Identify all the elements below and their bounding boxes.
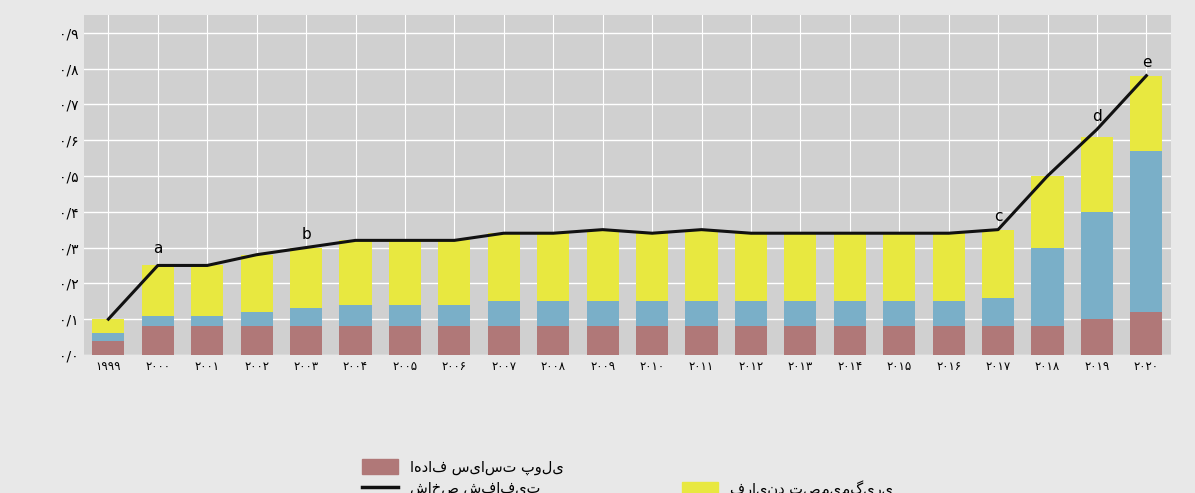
Bar bbox=[1031, 247, 1064, 326]
Text: d: d bbox=[1092, 109, 1102, 124]
Bar bbox=[290, 309, 323, 326]
Bar bbox=[883, 326, 915, 355]
Bar bbox=[191, 316, 223, 326]
Bar bbox=[92, 319, 124, 333]
Bar bbox=[240, 255, 272, 312]
Bar bbox=[92, 333, 124, 341]
Bar bbox=[1130, 151, 1163, 312]
Text: a: a bbox=[153, 242, 163, 256]
Bar bbox=[388, 326, 421, 355]
Bar bbox=[191, 265, 223, 316]
Bar bbox=[932, 233, 964, 301]
Bar bbox=[439, 326, 471, 355]
Bar bbox=[686, 230, 717, 301]
Bar bbox=[142, 265, 173, 316]
Bar bbox=[883, 301, 915, 326]
Bar bbox=[290, 326, 323, 355]
Bar bbox=[240, 326, 272, 355]
Bar bbox=[636, 326, 668, 355]
Bar bbox=[982, 326, 1015, 355]
Bar bbox=[538, 233, 569, 301]
Bar bbox=[784, 326, 816, 355]
Bar bbox=[932, 326, 964, 355]
Bar bbox=[538, 301, 569, 326]
Bar bbox=[488, 233, 520, 301]
Bar bbox=[1081, 211, 1113, 319]
Text: b: b bbox=[301, 227, 311, 242]
Legend: اهداف سیاست پولی, شاخص شفافیت, پیش‌بینی و تحلیل سیاستی, , فرایند تصمیم‌گیری: اهداف سیاست پولی, شاخص شفافیت, پیش‌بینی … bbox=[362, 459, 893, 493]
Bar bbox=[538, 326, 569, 355]
Bar bbox=[1081, 137, 1113, 211]
Bar bbox=[488, 326, 520, 355]
Bar bbox=[439, 241, 471, 305]
Bar bbox=[240, 312, 272, 326]
Text: e: e bbox=[1141, 55, 1151, 70]
Bar bbox=[388, 241, 421, 305]
Bar bbox=[587, 301, 619, 326]
Bar bbox=[1081, 319, 1113, 355]
Bar bbox=[636, 301, 668, 326]
Bar bbox=[1031, 176, 1064, 247]
Bar bbox=[735, 326, 767, 355]
Text: c: c bbox=[994, 209, 1003, 224]
Bar bbox=[735, 233, 767, 301]
Bar bbox=[982, 230, 1015, 298]
Bar bbox=[92, 341, 124, 355]
Bar bbox=[339, 326, 372, 355]
Bar bbox=[834, 233, 866, 301]
Bar bbox=[735, 301, 767, 326]
Bar bbox=[784, 301, 816, 326]
Bar bbox=[1031, 326, 1064, 355]
Bar bbox=[290, 247, 323, 309]
Bar bbox=[339, 305, 372, 326]
Bar bbox=[339, 241, 372, 305]
Bar bbox=[686, 326, 717, 355]
Bar bbox=[686, 301, 717, 326]
Bar bbox=[388, 305, 421, 326]
Bar bbox=[636, 233, 668, 301]
Bar bbox=[982, 298, 1015, 326]
Bar bbox=[834, 301, 866, 326]
Bar bbox=[834, 326, 866, 355]
Bar bbox=[1130, 75, 1163, 151]
Bar bbox=[587, 230, 619, 301]
Bar bbox=[883, 233, 915, 301]
Bar bbox=[1130, 312, 1163, 355]
Bar bbox=[191, 326, 223, 355]
Bar bbox=[587, 326, 619, 355]
Bar bbox=[488, 301, 520, 326]
Bar bbox=[142, 316, 173, 326]
Bar bbox=[142, 326, 173, 355]
Bar bbox=[932, 301, 964, 326]
Bar bbox=[784, 233, 816, 301]
Bar bbox=[439, 305, 471, 326]
